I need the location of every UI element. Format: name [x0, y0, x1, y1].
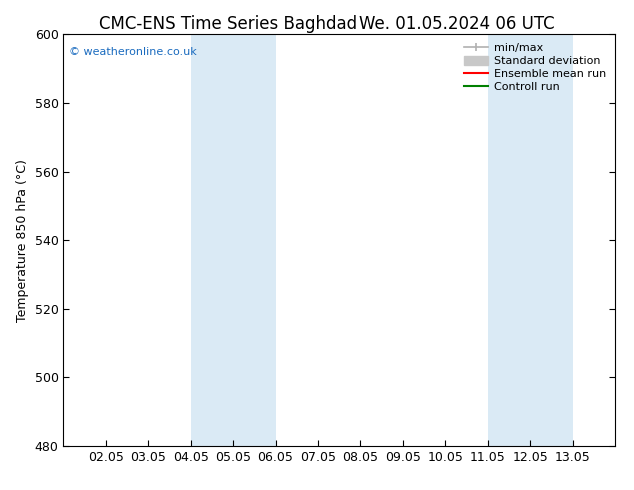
Bar	[191, 34, 276, 446]
Bar	[488, 34, 573, 446]
Y-axis label: Temperature 850 hPa (°C): Temperature 850 hPa (°C)	[16, 159, 29, 321]
Text: © weatheronline.co.uk: © weatheronline.co.uk	[69, 47, 197, 57]
Text: CMC-ENS Time Series Baghdad: CMC-ENS Time Series Baghdad	[99, 15, 358, 33]
Text: We. 01.05.2024 06 UTC: We. 01.05.2024 06 UTC	[359, 15, 554, 33]
Legend: min/max, Standard deviation, Ensemble mean run, Controll run: min/max, Standard deviation, Ensemble me…	[460, 40, 609, 95]
